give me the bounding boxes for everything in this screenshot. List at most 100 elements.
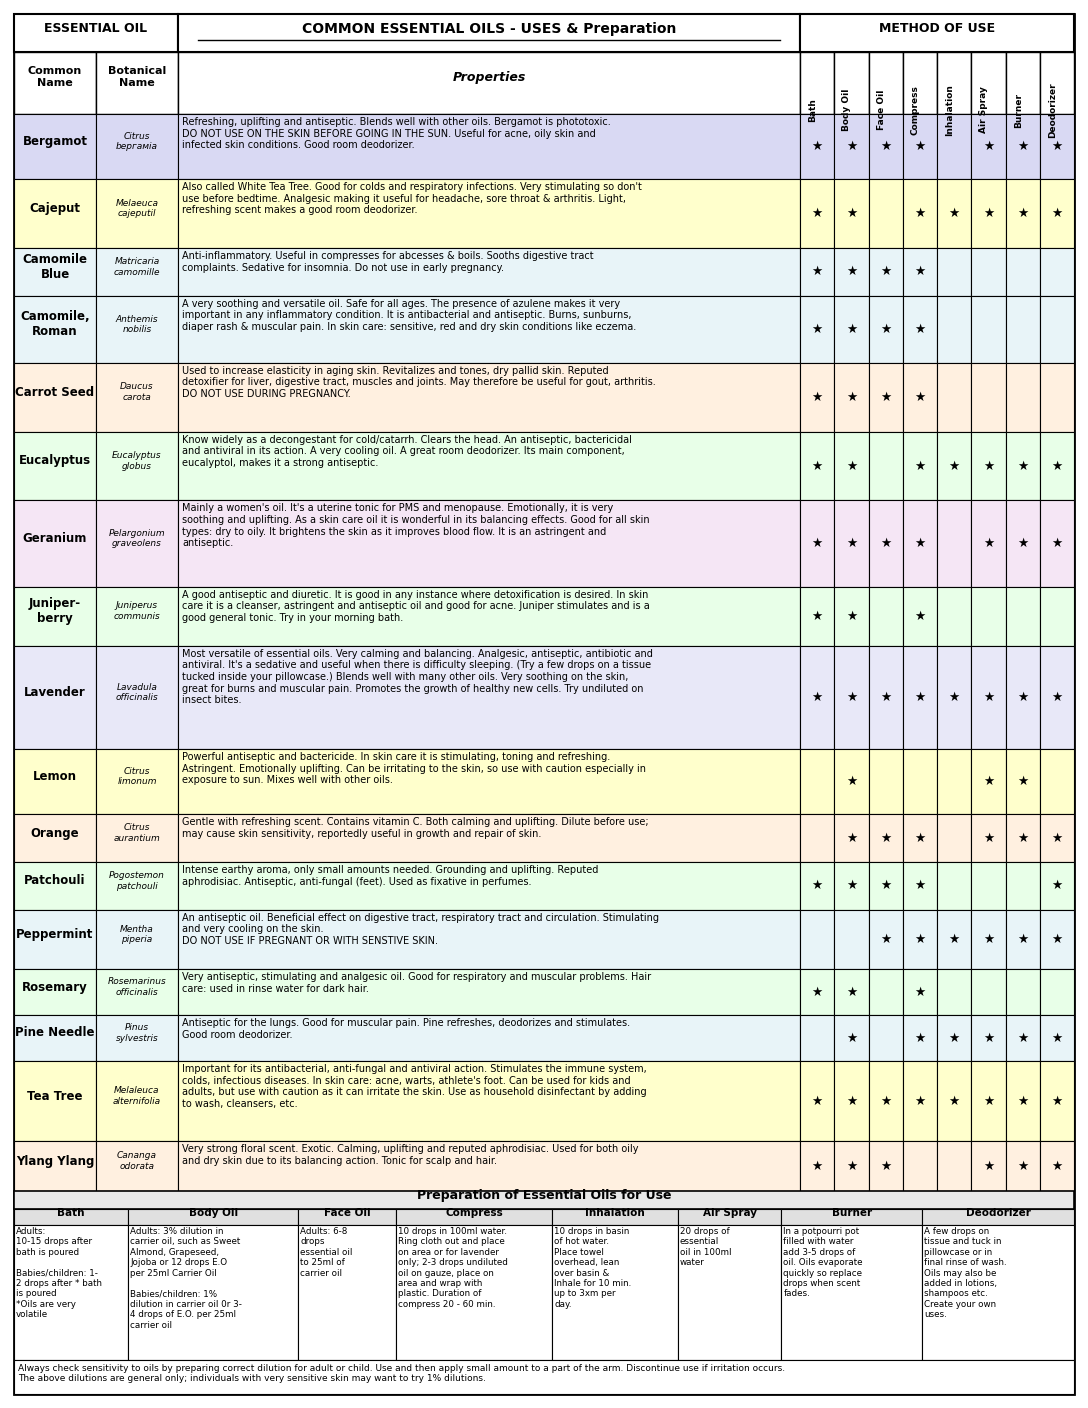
Bar — [96, 1015, 178, 1060]
Bar — [834, 52, 868, 114]
Bar — [1040, 296, 1074, 363]
Bar — [298, 1225, 396, 1360]
Text: Lemon: Lemon — [33, 770, 77, 783]
Bar — [178, 500, 800, 587]
Text: ★: ★ — [845, 776, 857, 788]
Text: ★: ★ — [812, 459, 823, 473]
Bar — [972, 646, 1005, 749]
Bar — [396, 1225, 553, 1360]
Bar — [96, 179, 178, 248]
Text: ★: ★ — [982, 1094, 994, 1108]
Bar — [834, 646, 868, 749]
Bar — [800, 52, 834, 114]
Bar — [96, 646, 178, 749]
Text: Rosemarinus
officinalis: Rosemarinus officinalis — [108, 977, 166, 997]
Text: ★: ★ — [914, 832, 926, 845]
Bar — [14, 910, 96, 969]
Bar — [800, 179, 834, 248]
Text: Camomile
Blue: Camomile Blue — [23, 253, 87, 280]
Text: A very soothing and versatile oil. Safe for all ages. The presence of azulene ma: A very soothing and versatile oil. Safe … — [182, 298, 636, 332]
Text: ★: ★ — [812, 986, 823, 998]
Bar — [128, 1209, 298, 1225]
Bar — [903, 179, 937, 248]
Bar — [1040, 814, 1074, 862]
Text: Camomile,
Roman: Camomile, Roman — [21, 310, 90, 338]
Bar — [834, 432, 868, 500]
Text: Important for its antibacterial, anti-fungal and antiviral action. Stimulates th: Important for its antibacterial, anti-fu… — [182, 1064, 646, 1108]
Text: Daucus
carota: Daucus carota — [120, 383, 153, 401]
Bar — [868, 969, 903, 1015]
Text: ★: ★ — [1051, 207, 1063, 220]
Bar — [903, 1060, 937, 1142]
Bar — [937, 296, 972, 363]
Bar — [96, 114, 178, 179]
Text: ★: ★ — [914, 610, 926, 622]
Bar — [903, 52, 937, 114]
Text: ★: ★ — [812, 207, 823, 220]
Bar — [972, 1142, 1005, 1191]
Bar — [1040, 52, 1074, 114]
Bar — [937, 52, 972, 114]
Text: Juniper-
berry: Juniper- berry — [29, 597, 82, 625]
Bar — [178, 1015, 800, 1060]
Bar — [1040, 363, 1074, 432]
Bar — [14, 248, 96, 296]
Bar — [14, 1360, 1074, 1394]
Text: Matricaria
camomille: Matricaria camomille — [114, 258, 160, 276]
Bar — [972, 52, 1005, 114]
Bar — [678, 1225, 781, 1360]
Text: Used to increase elasticity in aging skin. Revitalizes and tones, dry pallid ski: Used to increase elasticity in aging ski… — [182, 366, 656, 398]
Bar — [800, 749, 834, 814]
Bar — [178, 749, 800, 814]
Text: ★: ★ — [982, 139, 994, 153]
Text: ★: ★ — [880, 880, 891, 893]
Bar — [14, 14, 178, 52]
Bar — [834, 179, 868, 248]
Text: ★: ★ — [914, 390, 926, 404]
Bar — [903, 862, 937, 910]
Text: Burner: Burner — [1014, 93, 1023, 128]
Bar — [14, 500, 96, 587]
Text: Pine Needle: Pine Needle — [15, 1026, 95, 1039]
Text: ★: ★ — [982, 934, 994, 946]
Bar — [178, 910, 800, 969]
Text: 10 drops in basin
of hot water.
Place towel
overhead, lean
over basin &
Inhale f: 10 drops in basin of hot water. Place to… — [555, 1226, 632, 1309]
Text: ★: ★ — [914, 322, 926, 335]
Bar — [14, 646, 96, 749]
Text: Powerful antiseptic and bactericide. In skin care it is stimulating, toning and : Powerful antiseptic and bactericide. In … — [182, 752, 646, 786]
Text: ★: ★ — [845, 265, 857, 279]
Bar — [834, 248, 868, 296]
Bar — [1005, 814, 1040, 862]
Bar — [834, 363, 868, 432]
Bar — [1005, 969, 1040, 1015]
Bar — [178, 1142, 800, 1191]
Text: ★: ★ — [1017, 691, 1028, 704]
Text: Bergamot: Bergamot — [23, 135, 87, 148]
Bar — [1005, 114, 1040, 179]
Bar — [800, 14, 1074, 52]
Bar — [972, 248, 1005, 296]
Text: Most versatile of essential oils. Very calming and balancing. Analgesic, antisep: Most versatile of essential oils. Very c… — [182, 649, 653, 705]
Text: ★: ★ — [914, 265, 926, 279]
Text: ★: ★ — [949, 1094, 960, 1108]
Bar — [178, 179, 800, 248]
Text: In a potpourri pot
filled with water
add 3-5 drops of
oil. Oils evaporate
quickl: In a potpourri pot filled with water add… — [783, 1226, 863, 1298]
Text: ★: ★ — [1051, 934, 1063, 946]
Text: Antiseptic for the lungs. Good for muscular pain. Pine refreshes, deodorizes and: Antiseptic for the lungs. Good for muscu… — [182, 1018, 630, 1039]
Text: COMMON ESSENTIAL OILS - USES & Preparation: COMMON ESSENTIAL OILS - USES & Preparati… — [301, 23, 676, 37]
Text: ★: ★ — [1051, 691, 1063, 704]
Bar — [834, 1142, 868, 1191]
Text: ★: ★ — [845, 207, 857, 220]
Text: Eucalyptus
globus: Eucalyptus globus — [112, 452, 162, 470]
Bar — [1040, 500, 1074, 587]
Text: ★: ★ — [880, 1160, 891, 1173]
Text: Intense earthy aroma, only small amounts needed. Grounding and uplifting. Repute: Intense earthy aroma, only small amounts… — [182, 865, 598, 887]
Bar — [178, 363, 800, 432]
Bar — [972, 296, 1005, 363]
Bar — [937, 114, 972, 179]
Bar — [1005, 500, 1040, 587]
Bar — [96, 969, 178, 1015]
Bar — [903, 749, 937, 814]
Text: ★: ★ — [845, 322, 857, 335]
Bar — [396, 1209, 553, 1225]
